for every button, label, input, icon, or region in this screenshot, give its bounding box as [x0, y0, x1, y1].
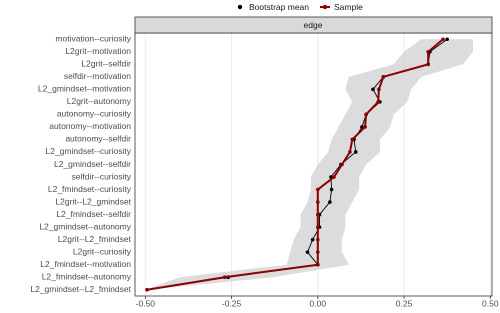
y-tick-label: L2grit--autonomy: [67, 96, 132, 106]
point: [364, 112, 368, 117]
x-tick-label: -0.50: [136, 298, 156, 308]
point: [348, 150, 352, 154]
point: [353, 150, 358, 154]
point: [316, 187, 320, 192]
point: [145, 287, 149, 292]
legend-label: Bootstrap mean: [249, 2, 309, 12]
point: [426, 49, 430, 54]
legend-label: Sample: [334, 2, 363, 12]
point: [316, 200, 320, 204]
y-tick-label: L2grit--L2_fmindset: [58, 234, 132, 244]
y-tick-label: L2grit--curiosity: [73, 246, 132, 256]
y-tick-label: L2_gmindset--motivation: [38, 84, 131, 94]
facet-strip: [134, 16, 493, 34]
y-tick-label: L2_gmindset--curiosity: [45, 146, 131, 156]
point: [310, 237, 315, 242]
x-tick-label: -0.25: [222, 298, 242, 308]
y-tick-label: L2_gmindset--L2_fmindset: [30, 284, 131, 294]
point: [445, 37, 449, 42]
point: [316, 225, 320, 229]
x-tick-label: 0.25: [396, 298, 413, 308]
y-tick-label: L2grit--L2_gmindset: [55, 196, 131, 206]
y-tick-label: autonomy--motivation: [49, 121, 131, 131]
marks: [145, 37, 474, 292]
y-tick-label: motivation--curiosity: [55, 34, 131, 44]
point: [316, 250, 320, 254]
point: [332, 175, 336, 179]
x-tick-label: 0.00: [310, 298, 327, 308]
y-tick-label: L2_fmindset--selfdir: [56, 209, 131, 219]
point: [381, 75, 386, 79]
facet-label: edge: [304, 20, 323, 30]
point: [377, 87, 381, 92]
y-tick-label: autonomy--selfdir: [65, 134, 131, 144]
ci-band: [145, 39, 474, 290]
y-tick-label: L2_gmindset--autonomy: [39, 221, 131, 231]
point: [316, 237, 320, 242]
legend: Bootstrap mean Sample: [237, 2, 363, 12]
y-tick-label: L2grit--motivation: [65, 46, 131, 56]
point: [376, 100, 380, 104]
y-tick-label: L2_fmindset--autonomy: [42, 271, 132, 281]
legend-symbol: [322, 4, 328, 10]
y-tick-label: L2_gmindset--selfdir: [54, 159, 131, 169]
point: [222, 275, 227, 280]
point: [350, 137, 355, 142]
y-tick-label: L2_fmindset--curiosity: [48, 184, 132, 194]
point: [328, 200, 332, 204]
y-tick-label: L2grit--selfdir: [81, 59, 131, 69]
point: [316, 212, 320, 217]
point: [363, 125, 367, 129]
point: [329, 187, 334, 192]
y-tick-label: selfdir--curiosity: [71, 171, 131, 181]
point: [340, 162, 344, 167]
point: [305, 250, 310, 254]
x-tick-label: 0.50: [482, 298, 499, 308]
legend-symbol: [237, 4, 243, 10]
point: [316, 262, 320, 267]
y-tick-label: L2_fmindset--motivation: [40, 259, 131, 269]
y-tick-label: selfdir--motivation: [64, 71, 131, 81]
point: [426, 62, 430, 67]
y-tick-label: autonomy--curiosity: [57, 109, 132, 119]
point: [371, 87, 375, 92]
point: [441, 37, 445, 42]
